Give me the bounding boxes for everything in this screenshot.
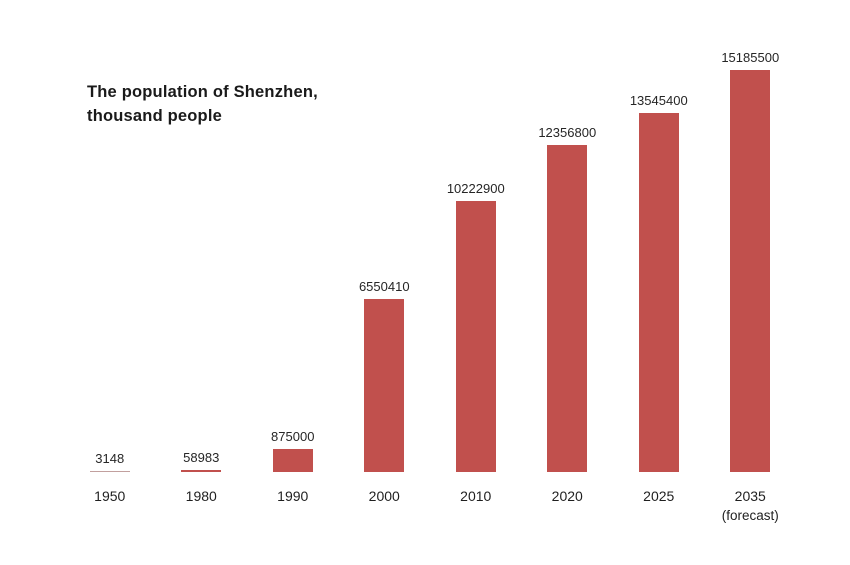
bar xyxy=(638,113,679,472)
x-axis-label: 1950 xyxy=(64,487,156,525)
bar-value-label: 3148 xyxy=(95,451,125,466)
x-axis-year: 2025 xyxy=(643,488,675,504)
x-axis-label: 2025 xyxy=(613,487,705,525)
bar xyxy=(455,201,496,472)
bar xyxy=(547,145,588,472)
bar-column: 875000 xyxy=(247,40,339,472)
bar-column: 12356800 xyxy=(522,40,614,472)
x-axis-year: 1990 xyxy=(277,488,309,504)
bar-column: 10222900 xyxy=(430,40,522,472)
x-axis-label: 1990 xyxy=(247,487,339,525)
bar-value-label: 10222900 xyxy=(446,181,505,196)
bar-column: 3148 xyxy=(64,40,156,472)
x-axis-labels: 1950 1980 1990 2000 2010 2020 2025 2035 (forecas… xyxy=(64,487,796,525)
bar xyxy=(89,471,130,472)
bar-value-label: 875000 xyxy=(271,429,315,444)
bar xyxy=(364,299,405,472)
bar xyxy=(181,470,222,472)
bar-value-label: 12356800 xyxy=(538,125,597,140)
chart-title: The population of Shenzhen, thousand peo… xyxy=(87,83,318,125)
bar-value-label: 13545400 xyxy=(629,93,688,108)
x-axis-label: 2035 (forecast) xyxy=(705,487,797,525)
plot-area: 3148 58983 875000 6550410 10222900 12356800 13… xyxy=(64,40,796,472)
x-axis-label: 2000 xyxy=(339,487,431,525)
x-axis-year: 2020 xyxy=(551,488,583,504)
bar-value-label: 6550410 xyxy=(358,279,410,294)
bar-column: 15185500 xyxy=(705,40,797,472)
x-axis-label: 2010 xyxy=(430,487,522,525)
x-axis-year: 2035 xyxy=(734,488,766,504)
x-axis-year: 2010 xyxy=(460,488,492,504)
x-axis-year: 2000 xyxy=(368,488,400,504)
bar-column: 6550410 xyxy=(339,40,431,472)
x-axis-year: 1950 xyxy=(94,488,126,504)
x-axis-label: 2020 xyxy=(522,487,614,525)
bar xyxy=(272,449,313,472)
bar-value-label: 15185500 xyxy=(721,50,780,65)
bar-column: 58983 xyxy=(156,40,248,472)
bar xyxy=(730,70,771,472)
x-axis-note: (forecast) xyxy=(721,508,779,523)
x-axis-year: 1980 xyxy=(185,488,217,504)
bar-column: 13545400 xyxy=(613,40,705,472)
x-axis-label: 1980 xyxy=(156,487,248,525)
bar-value-label: 58983 xyxy=(183,450,220,465)
